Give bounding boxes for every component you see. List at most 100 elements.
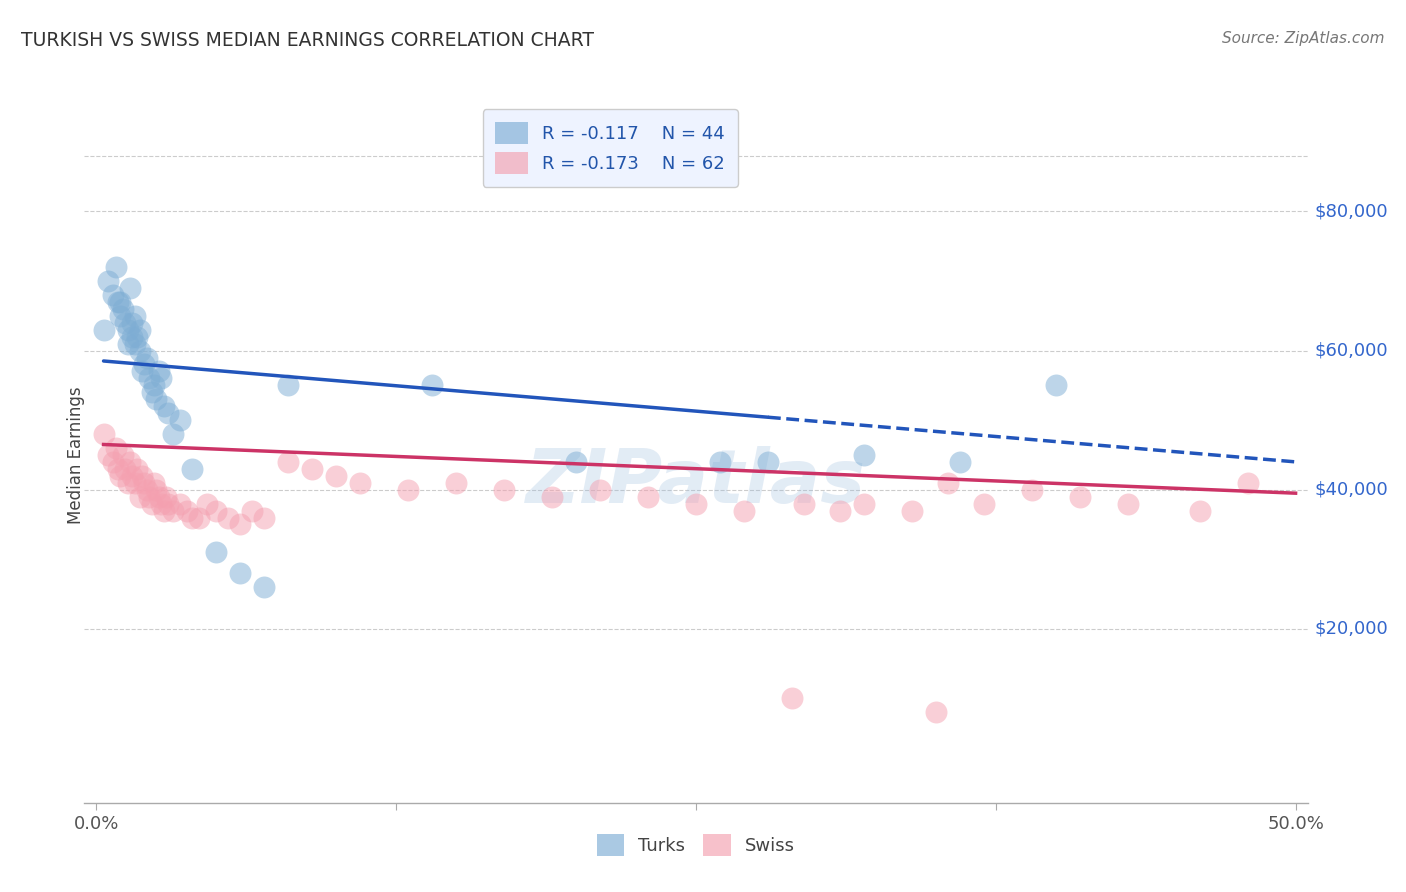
Point xyxy=(205,545,228,559)
Point xyxy=(973,497,995,511)
Point xyxy=(205,503,228,517)
Point xyxy=(124,336,146,351)
Point xyxy=(217,510,239,524)
Point xyxy=(685,497,707,511)
Point xyxy=(135,483,157,497)
Point xyxy=(1188,503,1211,517)
Point xyxy=(1069,490,1091,504)
Point xyxy=(97,274,120,288)
Point xyxy=(124,309,146,323)
Point xyxy=(494,483,516,497)
Point xyxy=(420,378,443,392)
Point xyxy=(148,490,170,504)
Point xyxy=(104,260,127,274)
Point xyxy=(141,385,163,400)
Point xyxy=(134,475,156,490)
Point xyxy=(301,462,323,476)
Point xyxy=(107,294,129,309)
Text: ZIPatlas: ZIPatlas xyxy=(526,446,866,519)
Point xyxy=(111,301,134,316)
Point xyxy=(188,510,211,524)
Point xyxy=(145,392,167,407)
Point xyxy=(101,455,124,469)
Point xyxy=(277,378,299,392)
Point xyxy=(169,413,191,427)
Point xyxy=(145,483,167,497)
Point xyxy=(121,329,143,343)
Point xyxy=(709,455,731,469)
Point xyxy=(396,483,419,497)
Point xyxy=(1045,378,1067,392)
Point xyxy=(117,475,139,490)
Text: $40,000: $40,000 xyxy=(1315,481,1388,499)
Point xyxy=(253,510,276,524)
Point xyxy=(195,497,218,511)
Point xyxy=(565,455,588,469)
Point xyxy=(162,503,184,517)
Point xyxy=(444,475,467,490)
Point xyxy=(852,448,875,462)
Text: $60,000: $60,000 xyxy=(1315,342,1388,359)
Point xyxy=(1116,497,1139,511)
Point xyxy=(176,503,198,517)
Point xyxy=(181,510,204,524)
Legend: Turks, Swiss: Turks, Swiss xyxy=(589,827,803,863)
Point xyxy=(162,427,184,442)
Point xyxy=(181,462,204,476)
Point xyxy=(101,288,124,302)
Point xyxy=(157,406,180,420)
Point xyxy=(936,475,959,490)
Point xyxy=(93,323,115,337)
Point xyxy=(229,566,252,581)
Point xyxy=(131,364,153,378)
Point xyxy=(135,351,157,365)
Point xyxy=(1021,483,1043,497)
Point xyxy=(93,427,115,442)
Point xyxy=(110,309,132,323)
Point xyxy=(949,455,972,469)
Point xyxy=(150,497,173,511)
Text: TURKISH VS SWISS MEDIAN EARNINGS CORRELATION CHART: TURKISH VS SWISS MEDIAN EARNINGS CORRELA… xyxy=(21,31,595,50)
Point xyxy=(1236,475,1258,490)
Point xyxy=(138,490,160,504)
Point xyxy=(229,517,252,532)
Text: Source: ZipAtlas.com: Source: ZipAtlas.com xyxy=(1222,31,1385,46)
Point xyxy=(124,475,146,490)
Point xyxy=(541,490,564,504)
Point xyxy=(828,503,851,517)
Point xyxy=(793,497,815,511)
Point xyxy=(121,468,143,483)
Text: $80,000: $80,000 xyxy=(1315,202,1388,220)
Point xyxy=(637,490,659,504)
Point xyxy=(925,706,948,720)
Y-axis label: Median Earnings: Median Earnings xyxy=(67,386,84,524)
Point xyxy=(127,329,149,343)
Point xyxy=(756,455,779,469)
Point xyxy=(110,294,132,309)
Text: $20,000: $20,000 xyxy=(1315,620,1388,638)
Point xyxy=(138,371,160,385)
Point xyxy=(142,475,165,490)
Point xyxy=(118,455,141,469)
Point xyxy=(97,448,120,462)
Point xyxy=(169,497,191,511)
Point xyxy=(127,462,149,476)
Point xyxy=(142,378,165,392)
Point xyxy=(134,358,156,372)
Point xyxy=(240,503,263,517)
Point xyxy=(128,323,150,337)
Point xyxy=(107,462,129,476)
Point xyxy=(325,468,347,483)
Point xyxy=(157,497,180,511)
Point xyxy=(780,691,803,706)
Point xyxy=(111,448,134,462)
Point xyxy=(131,468,153,483)
Point xyxy=(118,281,141,295)
Point xyxy=(117,323,139,337)
Point xyxy=(349,475,371,490)
Point xyxy=(128,343,150,358)
Point xyxy=(152,399,174,413)
Point xyxy=(155,490,177,504)
Point xyxy=(152,503,174,517)
Point xyxy=(114,316,136,330)
